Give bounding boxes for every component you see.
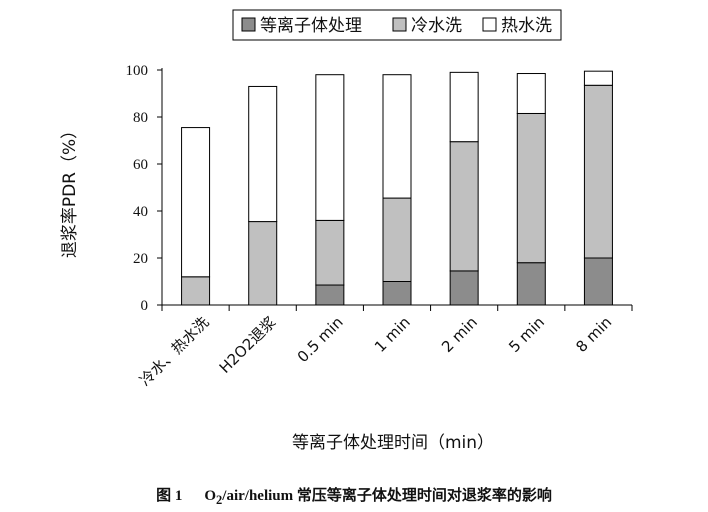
x-axis-title: 等离子体处理时间（min） (292, 433, 494, 453)
bar-segment-1-cat-3 (315, 284, 345, 306)
legend-swatch (482, 17, 497, 32)
bar-segment-1-cat-5 (449, 270, 479, 306)
legend: 等离子体处理 冷水洗 热水洗 (232, 9, 562, 41)
legend-swatch (241, 17, 256, 32)
bar-segment-2-cat-3 (315, 219, 345, 286)
bar-segment-1-cat-6 (516, 262, 546, 306)
bar-segment-2-cat-7 (583, 84, 613, 259)
y-tick-label: 60 (133, 157, 148, 173)
x-tick-label: H2O2退浆 (216, 313, 280, 377)
bar-segment-2-cat-4 (382, 197, 412, 282)
legend-label: 热水洗 (501, 16, 552, 36)
bar-segment-3-cat-4 (382, 74, 412, 199)
y-axis-title: 退浆率PDR（%） (60, 122, 80, 258)
figure-number: 图 1 (156, 488, 183, 504)
legend-swatch (392, 17, 407, 32)
x-tick-label: 0.5 min (294, 313, 347, 366)
bar-segment-3-cat-6 (516, 73, 546, 114)
bar-segment-2-cat-1 (181, 276, 211, 306)
bar-segment-3-cat-1 (181, 127, 211, 278)
formula-subscript: 2 (216, 493, 223, 507)
legend-label: 等离子体处理 (260, 16, 362, 36)
bars (181, 70, 613, 306)
y-tick-label: 20 (133, 251, 148, 267)
y-tick-label: 100 (126, 63, 149, 79)
y-tick-label: 0 (141, 298, 149, 314)
figure-caption: 图 1 O2/air/helium 常压等离子体处理时间对退浆率的影响 (0, 484, 708, 508)
legend-label: 冷水洗 (411, 16, 462, 36)
bar-segment-2-cat-5 (449, 141, 479, 272)
x-tick-label: 5 min (505, 313, 548, 356)
bar-segment-1-cat-4 (382, 281, 412, 306)
x-tick-label: 冷水、热水洗 (136, 313, 212, 389)
x-tick-label: 8 min (572, 313, 615, 356)
caption-text: /air/helium 常压等离子体处理时间对退浆率的影响 (222, 488, 552, 504)
y-tick-label: 80 (133, 110, 148, 126)
x-tick-label: 2 min (438, 313, 481, 356)
bar-segment-2-cat-2 (248, 221, 278, 306)
bar-segment-3-cat-7 (583, 70, 613, 86)
bar-segment-3-cat-5 (449, 71, 479, 143)
bar-segment-2-cat-6 (516, 112, 546, 264)
y-tick-label: 40 (133, 204, 148, 220)
stacked-bar-chart: 等离子体处理 冷水洗 热水洗 0 20 40 60 80 100 冷水、热水洗 H2O2退浆 0.5… (60, 9, 633, 453)
formula-prefix: O (204, 488, 217, 504)
bar-segment-3-cat-2 (248, 85, 278, 223)
bar-segment-3-cat-3 (315, 74, 345, 221)
x-tick-label: 1 min (371, 313, 414, 356)
bar-segment-1-cat-7 (583, 257, 613, 306)
